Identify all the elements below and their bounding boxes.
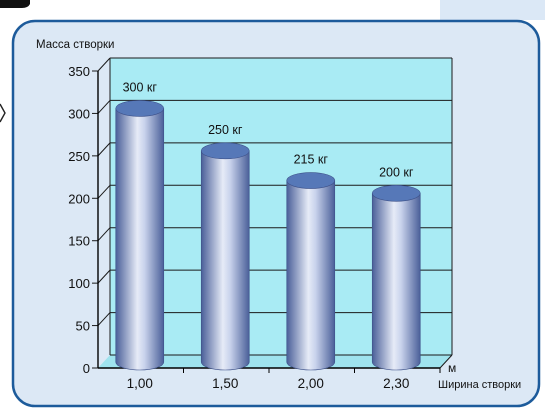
bar-body (115, 108, 165, 371)
data-label: 300 кг (123, 80, 158, 94)
gridline-side (97, 227, 111, 242)
bar-1 (115, 100, 165, 371)
bar-2 (200, 142, 250, 371)
left-edge-glyph-fragment (0, 103, 6, 123)
data-label: 200 кг (379, 165, 414, 179)
data-label: 250 кг (208, 123, 243, 137)
x-tick-label: 2,30 (383, 376, 409, 391)
bars (115, 100, 421, 371)
floor-right-edge (439, 354, 453, 369)
gridline-side (97, 312, 111, 326)
x-axis-unit: м (448, 361, 456, 375)
bar-top (200, 142, 250, 160)
y-tick-label: 150 (68, 234, 90, 249)
y-tick-label: 250 (68, 149, 90, 164)
gridline-side (97, 142, 111, 157)
gridline-side (97, 57, 111, 72)
x-tick-label: 2,00 (298, 376, 324, 391)
bar-3 (286, 172, 336, 371)
gridline-side (97, 184, 111, 199)
axes: 0 50 100 150 200 250 300 350 (68, 58, 453, 376)
bar-4 (371, 184, 421, 371)
plot-back-wall (110, 58, 452, 355)
gridline-side (97, 100, 111, 114)
gridline-side (97, 269, 111, 284)
bar-body (371, 192, 421, 371)
y-tick-label: 350 (68, 64, 90, 79)
bar-top (115, 100, 165, 117)
x-axis-title: Ширина створки (438, 379, 521, 391)
bar-top (286, 172, 336, 189)
x-tick-label: 1,50 (212, 376, 238, 391)
bar-body (200, 150, 250, 371)
y-tick-label: 100 (68, 276, 90, 291)
top-left-heading-fragment (0, 0, 30, 8)
labels: 300 кг 1,00 250 кг 1,50 215 кг 2,00 200 кг 2,30 (123, 80, 414, 391)
y-tick-label: 300 (68, 106, 90, 121)
plot-floor (98, 355, 452, 368)
y-tick-label: 200 (68, 191, 90, 206)
x-tick-label: 1,00 (127, 376, 153, 391)
top-right-tab (440, 0, 545, 20)
y-axis-title: Масса створки (36, 39, 114, 51)
bar-body (286, 180, 336, 371)
y-tick-label: 50 (76, 319, 90, 334)
y-tick-label: 0 (83, 361, 90, 376)
bar-top (371, 184, 421, 202)
data-label: 215 кг (294, 153, 329, 167)
